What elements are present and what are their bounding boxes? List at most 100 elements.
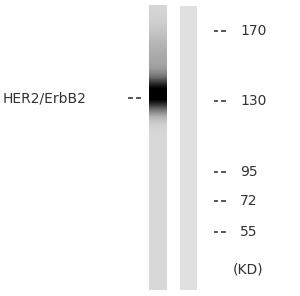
Bar [148, 179, 166, 180]
Bar [148, 269, 166, 270]
Bar [148, 61, 166, 62]
Bar [148, 58, 166, 59]
Bar [148, 15, 166, 16]
Bar [148, 72, 166, 73]
Bar [148, 124, 166, 125]
Bar [148, 36, 166, 37]
Bar [148, 246, 166, 247]
Bar [148, 168, 166, 169]
Bar [148, 25, 166, 26]
Bar [148, 125, 166, 126]
Bar [148, 81, 166, 82]
Bar [148, 62, 166, 63]
Bar [148, 141, 166, 142]
Bar [148, 214, 166, 215]
Bar [148, 210, 166, 211]
Bar [148, 163, 166, 164]
Bar [148, 155, 166, 156]
Bar [148, 87, 166, 88]
Bar [148, 122, 166, 123]
Bar [148, 263, 166, 264]
Bar [148, 63, 166, 64]
Bar [148, 39, 166, 40]
Bar [148, 28, 166, 29]
Bar [148, 184, 166, 185]
Bar [148, 214, 166, 215]
Bar [148, 114, 166, 115]
Bar [148, 257, 166, 258]
Bar [148, 192, 166, 193]
Bar [148, 186, 166, 187]
Bar [148, 215, 166, 216]
Bar [148, 80, 166, 81]
Bar [148, 173, 166, 174]
Bar [148, 178, 166, 179]
Bar [148, 156, 166, 157]
Bar [148, 88, 166, 89]
Bar [148, 225, 166, 226]
Bar [148, 195, 166, 196]
Bar [148, 173, 166, 174]
Bar [148, 220, 166, 221]
Bar [148, 289, 166, 290]
Bar [148, 264, 166, 265]
Bar [148, 60, 166, 61]
Bar [148, 89, 166, 90]
Bar [148, 233, 166, 234]
Bar [148, 10, 166, 11]
Bar [148, 199, 166, 200]
Bar [148, 47, 166, 48]
Bar [148, 77, 166, 78]
Bar [148, 136, 166, 137]
Bar [148, 92, 166, 93]
Bar [148, 232, 166, 233]
Bar [148, 212, 166, 213]
Bar [148, 77, 166, 78]
Bar [148, 23, 166, 24]
Bar [148, 109, 166, 110]
Bar [148, 205, 166, 206]
Bar [148, 14, 166, 15]
Bar [148, 229, 166, 230]
Bar [148, 272, 166, 273]
Bar [148, 113, 166, 114]
Bar [148, 108, 166, 109]
Bar [148, 30, 166, 31]
Bar [148, 182, 166, 183]
Bar [148, 181, 166, 182]
Bar [148, 222, 166, 223]
Bar [148, 261, 166, 262]
Bar [148, 259, 166, 260]
Bar [148, 209, 166, 210]
Bar [148, 132, 166, 133]
Bar [148, 61, 166, 62]
Bar [148, 27, 166, 28]
Bar [148, 176, 166, 177]
Bar [148, 150, 166, 151]
Text: HER2/ErbB2: HER2/ErbB2 [3, 91, 87, 105]
Bar [148, 152, 166, 153]
Bar [148, 58, 166, 59]
Bar [148, 162, 166, 163]
Bar [148, 223, 166, 224]
Bar [148, 153, 166, 154]
Bar [148, 12, 166, 13]
Bar [148, 158, 166, 159]
Bar [148, 130, 166, 131]
Bar [148, 236, 166, 237]
Bar [148, 172, 166, 173]
Bar [148, 260, 166, 261]
Bar [148, 31, 166, 32]
Bar [148, 18, 166, 19]
Bar [148, 265, 166, 266]
Bar [148, 90, 166, 91]
Bar [148, 29, 166, 30]
Bar [148, 211, 166, 212]
Bar [148, 84, 166, 85]
Bar [148, 143, 166, 144]
Bar [148, 76, 166, 77]
Bar [148, 151, 166, 152]
Bar [148, 277, 166, 278]
Bar [148, 50, 166, 51]
Text: 55: 55 [240, 225, 257, 239]
